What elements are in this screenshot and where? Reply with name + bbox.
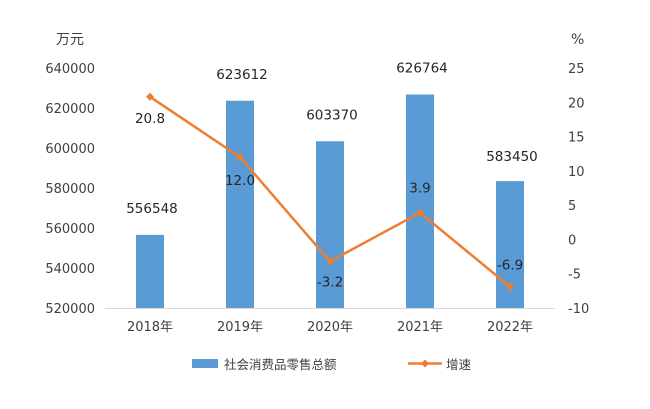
left-tick-label: 640000 bbox=[45, 62, 95, 77]
left-tick-label: 600000 bbox=[45, 142, 95, 157]
x-tick-label: 2020年 bbox=[307, 320, 353, 335]
bar bbox=[316, 141, 344, 308]
right-axis-ticks: -10 -5 0 5 10 15 20 25 bbox=[568, 62, 589, 317]
right-tick-label: 20 bbox=[568, 96, 585, 111]
legend-bar-swatch bbox=[192, 359, 218, 368]
right-tick-label: -5 bbox=[568, 268, 581, 283]
right-tick-label: 5 bbox=[568, 199, 576, 214]
right-tick-label: -10 bbox=[568, 302, 589, 317]
line-data-label: -3.2 bbox=[317, 274, 343, 290]
x-tick-label: 2021年 bbox=[397, 320, 443, 335]
bar-data-label: 583450 bbox=[486, 149, 538, 165]
legend: 社会消费品零售总额 增速 bbox=[192, 357, 472, 372]
left-tick-label: 620000 bbox=[45, 102, 95, 117]
line-data-label: 20.8 bbox=[135, 111, 165, 127]
line-series bbox=[146, 92, 514, 291]
bar bbox=[226, 100, 254, 308]
left-axis-unit: 万元 bbox=[56, 32, 84, 48]
line-marker bbox=[146, 92, 154, 101]
bar-data-label: 626764 bbox=[396, 60, 448, 76]
left-axis-ticks: 520000 540000 560000 580000 600000 620000 6400… bbox=[45, 62, 95, 317]
line-marker bbox=[416, 208, 424, 217]
line-marker bbox=[326, 257, 334, 266]
x-tick-label: 2018年 bbox=[127, 320, 173, 335]
legend-line-marker bbox=[421, 359, 429, 368]
right-tick-label: 0 bbox=[568, 233, 576, 248]
bar-data-label: 556548 bbox=[126, 201, 178, 217]
bar bbox=[406, 94, 434, 308]
line-marker bbox=[506, 282, 514, 291]
left-tick-label: 580000 bbox=[45, 182, 95, 197]
line-data-label: 12.0 bbox=[225, 173, 255, 189]
x-tick-label: 2022年 bbox=[487, 320, 533, 335]
line-data-label: -6.9 bbox=[497, 258, 523, 274]
bar-data-labels: 556548 623612 603370 626764 583450 bbox=[126, 60, 538, 216]
legend-line-label: 增速 bbox=[446, 357, 472, 372]
right-axis-unit: % bbox=[571, 32, 584, 48]
right-tick-label: 15 bbox=[568, 131, 585, 146]
bar bbox=[136, 234, 164, 308]
x-axis-ticks: 2018年 2019年 2020年 2021年 2022年 bbox=[127, 320, 533, 335]
legend-bar-label: 社会消费品零售总额 bbox=[224, 357, 337, 372]
line-data-label: 3.9 bbox=[409, 181, 430, 197]
line-marker bbox=[236, 153, 244, 162]
left-tick-label: 520000 bbox=[45, 302, 95, 317]
left-tick-label: 560000 bbox=[45, 222, 95, 237]
bar-data-label: 603370 bbox=[306, 107, 358, 123]
x-tick-label: 2019年 bbox=[217, 320, 263, 335]
bar-data-label: 623612 bbox=[216, 67, 268, 83]
right-tick-label: 10 bbox=[568, 165, 585, 180]
line-data-labels: 20.8 12.0 -3.2 3.9 -6.9 bbox=[135, 111, 523, 291]
left-tick-label: 540000 bbox=[45, 262, 95, 277]
right-tick-label: 25 bbox=[568, 62, 585, 77]
